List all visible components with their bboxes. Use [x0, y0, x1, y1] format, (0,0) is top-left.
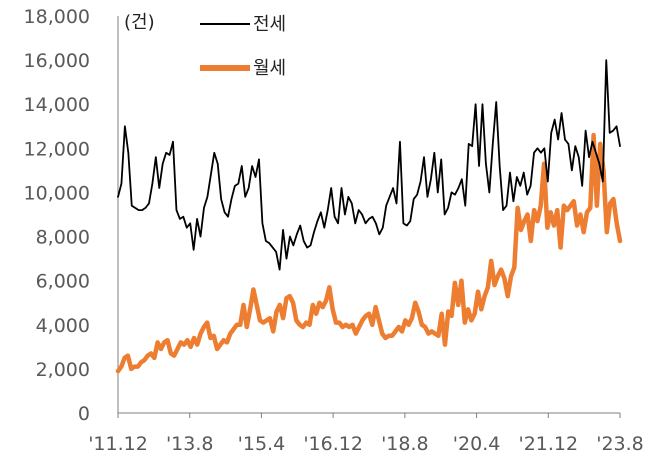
y-tick-label: 10,000: [24, 182, 90, 204]
series-line-jeonse: [117, 59, 621, 271]
y-tick-label: 18,000: [24, 6, 90, 28]
legend-label-jeonse: 전세: [253, 14, 286, 35]
x-tick-label: '15.4: [238, 433, 286, 455]
x-tick-label: '13.8: [166, 433, 214, 455]
legend-label-wolse: 월세: [253, 58, 286, 79]
x-tick-label: '23.8: [596, 433, 644, 455]
y-tick-label: 2,000: [36, 359, 90, 381]
y-axis-ticks: 18,000 16,000 14,000 12,000 10,000 8,000 6,000…: [24, 6, 90, 425]
legend: 전세 월세: [200, 14, 286, 79]
unit-label: (건): [124, 12, 155, 33]
y-tick-label: 12,000: [24, 138, 90, 160]
legend-item-jeonse: 전세: [200, 14, 286, 35]
x-tick-label: '16.12: [303, 433, 363, 455]
y-tick-label: 14,000: [24, 94, 90, 116]
series-line-wolse: [115, 132, 623, 374]
y-tick-label: 8,000: [36, 227, 90, 249]
x-tick-label: '21.12: [518, 433, 578, 455]
x-tick-label: '18.8: [381, 433, 429, 455]
x-tick-label: '11.12: [88, 433, 148, 455]
y-tick-label: 4,000: [36, 315, 90, 337]
y-tick-label: 16,000: [24, 50, 90, 72]
series-layer: [115, 59, 623, 374]
legend-item-wolse: 월세: [200, 58, 286, 79]
y-tick-label: 0: [78, 403, 90, 425]
x-axis-ticks: '11.12 '13.8 '15.4 '16.12 '18.8 '20.4 '21.12 '2…: [88, 413, 644, 455]
x-tick-label: '20.4: [453, 433, 501, 455]
y-tick-label: 6,000: [36, 271, 90, 293]
